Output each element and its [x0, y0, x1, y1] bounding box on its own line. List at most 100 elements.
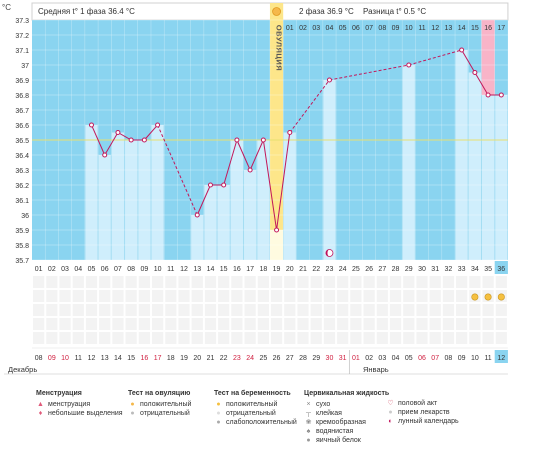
temperature-point	[287, 130, 293, 135]
temperature-line	[223, 139, 238, 186]
legend-item: ┬ клейкая	[304, 409, 389, 418]
pill-icon: ●	[388, 409, 393, 416]
symbol-cell	[363, 290, 375, 302]
cycle-day-label: 10	[154, 266, 162, 273]
symbol-cell	[59, 318, 71, 330]
y-tick-label: 36.2	[15, 183, 29, 190]
temperature-line	[104, 132, 119, 156]
cycle-day-label: 01	[35, 266, 43, 273]
legend-item: ● слабоположительный	[214, 418, 297, 427]
watery-icon: ♠	[306, 428, 311, 435]
cycle-day-label: 21	[299, 266, 307, 273]
cycle-day-label: 26	[365, 266, 373, 273]
cycle-day-label: 31	[431, 266, 439, 273]
cycle-day-label: 18	[259, 266, 267, 273]
preg-test-icon	[497, 293, 505, 301]
symbol-cell	[138, 318, 150, 330]
date-label: 27	[286, 355, 294, 362]
symbol-cell	[469, 318, 481, 330]
temperature-line	[143, 124, 158, 141]
y-tick-label: 36.1	[15, 198, 29, 205]
symbol-cell	[204, 276, 217, 288]
date-label: 09	[458, 355, 466, 362]
current-date-marker	[494, 350, 508, 363]
preg-test-icon	[484, 293, 492, 301]
temperature-point	[247, 167, 253, 173]
symbol-cell	[469, 332, 481, 344]
symbol-cell	[59, 290, 71, 302]
symbol-cell	[178, 290, 190, 302]
date-label: 14	[114, 355, 122, 362]
top-day-label: 05	[339, 25, 347, 32]
temperature-bar	[85, 125, 98, 260]
legend-item-label: слабоположительный	[226, 419, 297, 426]
y-tick-label: 36.9	[15, 78, 29, 85]
symbol-cell	[389, 304, 402, 316]
symbol-cell	[495, 318, 507, 330]
symbol-cell	[46, 304, 58, 316]
date-label: 23	[233, 355, 241, 362]
symbol-cell	[99, 332, 111, 344]
temperature-line	[262, 139, 278, 231]
symbol-cell	[99, 290, 111, 302]
date-label: 10	[61, 355, 69, 362]
top-day-label: 13	[445, 25, 453, 32]
symbol-cell	[442, 318, 455, 330]
symbol-cell	[270, 276, 283, 288]
date-label: 19	[180, 355, 188, 362]
temperature-line	[249, 139, 264, 171]
menstruation-column	[481, 20, 495, 95]
symbol-cell	[389, 276, 402, 288]
symbol-cell	[99, 304, 111, 316]
y-tick-label: 36.3	[15, 168, 29, 175]
cycle-day-label: 09	[140, 266, 148, 273]
symbol-cell	[403, 318, 415, 330]
legend-title: Цервикальная жидкость	[304, 390, 390, 397]
symbol-cell	[297, 332, 309, 344]
symbol-cell	[231, 304, 243, 316]
y-tick-label: 36.4	[15, 153, 29, 160]
test-positive-icon: ●	[130, 401, 135, 408]
symbol-cell	[191, 332, 203, 344]
temperature-point	[459, 47, 465, 53]
symbol-cell	[270, 318, 283, 330]
symbol-cell	[244, 318, 256, 330]
legend-pregnancy-test: Тест на беременность ● положительный ● отр…	[214, 390, 297, 427]
temperature-bar	[191, 215, 204, 260]
symbol-cell	[456, 304, 468, 316]
symbol-cell	[231, 332, 243, 344]
date-label: 28	[299, 355, 307, 362]
date-label: 26	[273, 355, 281, 362]
symbol-cell	[403, 290, 415, 302]
symbol-cell	[429, 304, 441, 316]
cycle-day-label: 35	[484, 266, 492, 273]
symbol-cell	[138, 290, 150, 302]
symbol-cell	[310, 276, 322, 288]
symbol-cell	[72, 290, 84, 302]
symbol-cell	[151, 332, 164, 344]
temperature-point	[326, 77, 332, 83]
month-label-december: Декабрь	[8, 365, 37, 374]
cycle-day-label: 32	[445, 266, 453, 273]
symbol-cell	[125, 304, 137, 316]
date-label: 12	[497, 355, 505, 362]
ovulation-label: ОВУЛЯЦИЯ	[275, 25, 284, 71]
symbol-cell	[350, 276, 362, 288]
symbol-cell	[456, 276, 468, 288]
current-day-marker	[494, 261, 508, 274]
symbol-cell	[442, 332, 455, 344]
symbol-cell	[85, 276, 98, 288]
symbol-cell	[270, 304, 283, 316]
symbol-cell	[178, 276, 190, 288]
symbol-cell	[495, 304, 507, 316]
date-label: 18	[167, 355, 175, 362]
symbol-cell	[297, 290, 309, 302]
symbol-cell	[165, 276, 177, 288]
legend-item-label: положительный	[226, 401, 278, 408]
y-tick-label: 35.9	[15, 228, 29, 235]
y-unit-label: °C	[2, 3, 11, 12]
temperature-line	[236, 139, 251, 171]
cycle-day-label: 05	[88, 266, 96, 273]
symbol-cell	[350, 290, 362, 302]
symbol-cell	[85, 304, 98, 316]
